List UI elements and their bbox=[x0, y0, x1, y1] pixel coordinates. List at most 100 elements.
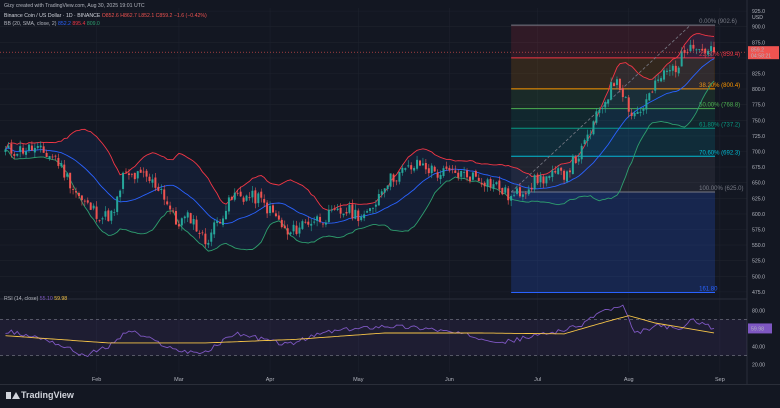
candle bbox=[313, 216, 316, 225]
fibonacci-retracement[interactable]: 0.00% (902.6) 23.60% (859.4) 38.20% (800.4… bbox=[510, 19, 744, 294]
time-tick-label: May bbox=[353, 377, 364, 383]
candle bbox=[219, 219, 222, 224]
candle bbox=[663, 68, 666, 83]
candle bbox=[648, 92, 651, 101]
candle-body bbox=[495, 182, 498, 185]
candle-body bbox=[480, 182, 483, 185]
price-tick-label: 675.0 bbox=[752, 165, 765, 171]
candle-body bbox=[219, 221, 222, 224]
candle-body bbox=[660, 78, 663, 82]
footer-brand: TradingView bbox=[21, 390, 74, 400]
candle-body bbox=[668, 70, 671, 72]
candle-body bbox=[142, 171, 145, 173]
candle bbox=[142, 167, 145, 178]
symbol-name[interactable]: Binance Coin / US Dollar · 1D · BINANCE bbox=[4, 13, 101, 19]
candle-body bbox=[630, 112, 633, 116]
candle bbox=[495, 181, 498, 186]
candle-body bbox=[222, 218, 225, 225]
candle bbox=[630, 108, 633, 120]
candle bbox=[474, 169, 477, 178]
candle-body bbox=[686, 52, 689, 53]
candle bbox=[371, 207, 374, 214]
candle-body bbox=[183, 216, 186, 219]
candle-body bbox=[430, 165, 433, 174]
candle-body bbox=[321, 223, 324, 225]
price-tick-label: 625.0 bbox=[752, 196, 765, 202]
time-tick-label: Sep bbox=[715, 377, 725, 383]
candle bbox=[236, 189, 239, 196]
candle bbox=[77, 191, 80, 199]
candle bbox=[501, 187, 504, 196]
candle bbox=[216, 217, 219, 227]
candle-body bbox=[568, 170, 571, 173]
last-price-countdown: 04:58:21 bbox=[751, 53, 771, 59]
candle bbox=[574, 154, 577, 165]
currency-label[interactable]: USD bbox=[752, 15, 763, 21]
candle-body bbox=[436, 172, 439, 178]
chart-canvas[interactable]: 0.00% (902.6) 23.60% (859.4) 38.20% (800.4… bbox=[0, 0, 780, 384]
candle-body bbox=[518, 187, 521, 197]
candle bbox=[615, 76, 618, 89]
candle-body bbox=[598, 110, 601, 113]
candle-body bbox=[86, 200, 89, 203]
candle bbox=[451, 165, 454, 174]
candle-body bbox=[25, 151, 28, 155]
candle bbox=[577, 153, 580, 165]
candle bbox=[27, 143, 30, 153]
rsi-value-badge bbox=[748, 323, 772, 334]
candle-body bbox=[551, 170, 554, 178]
candle-body bbox=[566, 171, 568, 182]
candle-body bbox=[474, 170, 477, 177]
candle-body bbox=[295, 225, 298, 234]
candle bbox=[645, 93, 648, 114]
tradingview-logo[interactable]: TradingView bbox=[6, 390, 74, 400]
candle bbox=[439, 170, 442, 184]
candle bbox=[554, 165, 557, 174]
candle bbox=[407, 160, 410, 169]
candle-body bbox=[327, 209, 330, 222]
candle bbox=[483, 181, 486, 192]
candle bbox=[618, 78, 621, 93]
candle-body bbox=[627, 97, 630, 112]
bb-legend[interactable]: BB (20, SMA, close, 2) 852.2 895.4 809.0 bbox=[4, 21, 100, 27]
candle bbox=[383, 188, 386, 198]
candle-body bbox=[307, 221, 310, 225]
candle-body bbox=[704, 48, 707, 54]
candle bbox=[25, 147, 28, 159]
fib-zone bbox=[511, 108, 715, 129]
candle-body bbox=[695, 49, 698, 51]
price-tick-label: 475.0 bbox=[752, 290, 765, 296]
candle-body bbox=[389, 173, 392, 187]
time-tick-label: Aug bbox=[624, 377, 634, 383]
candle-body bbox=[407, 165, 410, 167]
candle-body bbox=[160, 188, 163, 191]
candle-body bbox=[48, 156, 51, 159]
candle bbox=[610, 77, 613, 101]
candle-body bbox=[10, 143, 13, 154]
candle bbox=[374, 199, 377, 213]
candle-body bbox=[127, 173, 130, 176]
candle-body bbox=[563, 170, 566, 180]
rsi-legend[interactable]: RSI (14, close) 55.10 59.98 bbox=[4, 296, 67, 302]
candle bbox=[327, 204, 330, 224]
time-tick-label: Mar bbox=[174, 377, 184, 383]
candle bbox=[489, 177, 492, 191]
candle-body bbox=[713, 47, 715, 53]
candle bbox=[145, 169, 148, 182]
candle-body bbox=[51, 156, 54, 158]
candle bbox=[633, 110, 636, 119]
candle bbox=[636, 106, 639, 114]
candle bbox=[280, 217, 283, 229]
axes: Feb Mar Apr May Jun Jul Aug Sep 859.204:58:21 925… bbox=[0, 9, 779, 383]
candle bbox=[92, 203, 95, 211]
candle bbox=[286, 224, 289, 240]
candle-body bbox=[286, 228, 289, 235]
fib-level-label: 0.00% (902.6) bbox=[699, 19, 737, 25]
candle-body bbox=[130, 173, 133, 175]
candle bbox=[571, 154, 574, 175]
candle-body bbox=[530, 187, 533, 190]
candle bbox=[98, 219, 101, 223]
candle-body bbox=[89, 202, 92, 210]
candle bbox=[242, 195, 245, 205]
candle bbox=[533, 173, 536, 193]
